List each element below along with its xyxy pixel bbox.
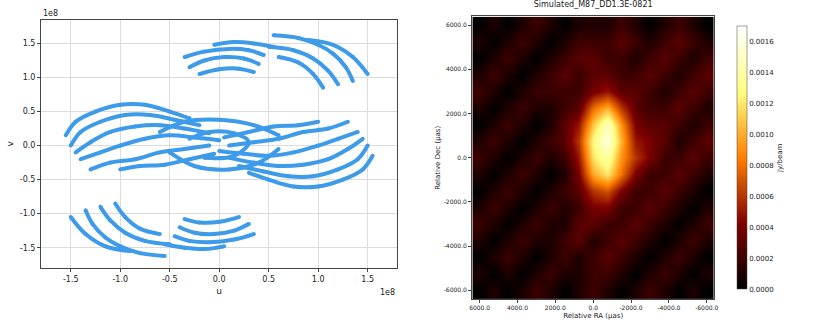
svg-text:1e8: 1e8 [380,288,395,297]
svg-text:Relative Dec (μas): Relative Dec (μas) [434,125,442,189]
svg-text:-6000.0: -6000.0 [695,304,718,311]
svg-text:0.0008: 0.0008 [749,162,774,170]
svg-text:0.0004: 0.0004 [749,224,774,232]
svg-text:-4000.0: -4000.0 [444,242,467,249]
svg-text:-2000.0: -2000.0 [444,198,467,205]
svg-text:0.0014: 0.0014 [749,69,774,77]
svg-text:1.5: 1.5 [361,275,374,284]
svg-text:2000.0: 2000.0 [545,304,566,311]
svg-text:1.5: 1.5 [23,39,36,48]
svg-text:-0.5: -0.5 [162,275,178,284]
svg-text:0.5: 0.5 [262,275,275,284]
svg-text:4000.0: 4000.0 [507,304,528,311]
svg-text:-0.5: -0.5 [20,175,36,184]
svg-text:0.5: 0.5 [23,107,36,116]
svg-text:u: u [216,286,222,296]
svg-text:4000.0: 4000.0 [446,65,467,72]
svg-text:Jy/beam: Jy/beam [776,143,784,173]
svg-text:Simulated_M87_DD1.3E-0821: Simulated_M87_DD1.3E-0821 [534,0,653,9]
svg-text:6000.0: 6000.0 [446,21,467,28]
svg-text:0.0: 0.0 [213,275,226,284]
svg-text:2000.0: 2000.0 [446,110,467,117]
svg-text:-1.5: -1.5 [63,275,79,284]
svg-text:0.0016: 0.0016 [749,38,774,46]
svg-text:0.0000: 0.0000 [749,286,774,294]
svg-text:0.0: 0.0 [457,154,467,161]
svg-text:v: v [5,141,15,147]
svg-text:1e8: 1e8 [43,9,58,18]
svg-text:0.0002: 0.0002 [749,255,774,263]
svg-text:-2000.0: -2000.0 [619,304,642,311]
svg-text:0.0: 0.0 [588,304,598,311]
svg-text:-1.0: -1.0 [112,275,128,284]
svg-text:-1.5: -1.5 [20,244,36,253]
svg-text:0.0: 0.0 [23,141,36,150]
svg-text:-4000.0: -4000.0 [657,304,680,311]
svg-text:0.0012: 0.0012 [749,100,774,108]
svg-text:Relative RA (μas): Relative RA (μas) [563,312,623,320]
svg-text:-6000.0: -6000.0 [444,286,467,293]
svg-text:0.0010: 0.0010 [749,131,774,139]
svg-text:1.0: 1.0 [312,275,325,284]
svg-text:1.0: 1.0 [23,73,36,82]
svg-text:6000.0: 6000.0 [469,304,490,311]
svg-text:0.0006: 0.0006 [749,193,774,201]
svg-text:-1.0: -1.0 [20,209,36,218]
